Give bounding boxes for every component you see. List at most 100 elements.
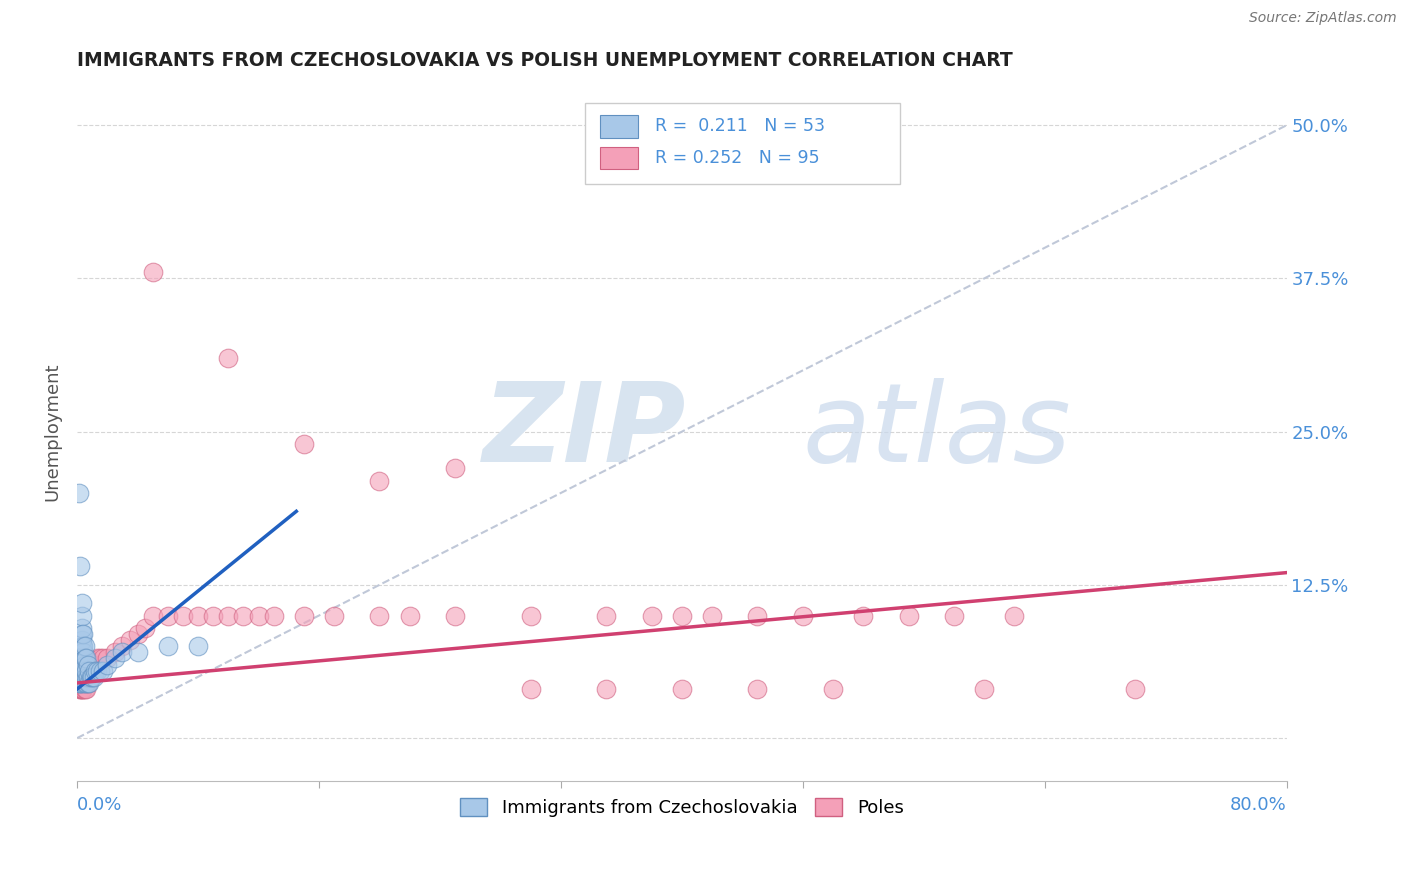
Point (73, 676, 96, 690)
Point (792, 143, 814, 157)
Point (127, 627, 149, 641)
Point (134, 621, 156, 635)
Point (156, 639, 179, 653)
Point (77, 657, 100, 672)
Point (292, 608, 315, 623)
Point (72, 627, 94, 641)
Point (75, 670, 97, 684)
Point (142, 608, 165, 623)
Point (69, 676, 91, 690)
Point (75, 664, 97, 678)
Point (69, 651, 91, 665)
Point (96, 657, 118, 672)
Point (69, 676, 91, 690)
Point (70, 664, 93, 678)
Point (76, 657, 98, 672)
Point (86, 651, 108, 665)
Text: 80.0%: 80.0% (1230, 796, 1286, 814)
FancyBboxPatch shape (585, 103, 900, 184)
Point (84, 657, 107, 672)
Point (91, 664, 114, 678)
Point (82, 670, 104, 684)
Point (70, 681, 93, 696)
Point (76, 670, 98, 684)
Point (747, 608, 769, 623)
Point (72, 670, 94, 684)
Point (70, 621, 93, 635)
Point (852, 608, 875, 623)
Point (156, 608, 179, 623)
Text: ZIP: ZIP (484, 378, 686, 485)
Point (142, 265, 165, 279)
Point (72, 676, 94, 690)
Point (73, 651, 96, 665)
Point (111, 639, 134, 653)
FancyBboxPatch shape (599, 115, 638, 137)
Point (444, 608, 467, 623)
Point (73, 670, 96, 684)
Point (70, 639, 93, 653)
Point (84, 664, 107, 678)
FancyBboxPatch shape (599, 146, 638, 169)
Point (821, 681, 844, 696)
Point (104, 645, 127, 659)
Point (104, 651, 127, 665)
Point (70, 676, 93, 690)
Point (897, 608, 920, 623)
Point (82, 657, 104, 672)
Point (72, 664, 94, 678)
Point (73, 670, 96, 684)
Point (69, 681, 91, 696)
Point (70, 651, 93, 665)
Point (86, 664, 108, 678)
Point (72, 676, 94, 690)
Point (67, 486, 90, 500)
Point (72, 645, 94, 659)
Point (519, 608, 541, 623)
Point (127, 645, 149, 659)
Legend: Immigrants from Czechoslovakia, Poles: Immigrants from Czechoslovakia, Poles (453, 790, 911, 824)
Point (232, 608, 254, 623)
Point (67, 670, 90, 684)
Point (263, 608, 285, 623)
Point (73, 657, 96, 672)
Point (77, 670, 100, 684)
Point (80, 664, 103, 678)
Point (70, 657, 93, 672)
Point (69, 676, 91, 690)
Point (519, 681, 541, 696)
Point (70, 664, 93, 678)
Point (72, 657, 94, 672)
Point (73, 639, 96, 653)
Point (69, 664, 91, 678)
Point (72, 657, 94, 672)
Text: 0.0%: 0.0% (77, 796, 122, 814)
Text: R =  0.211   N = 53: R = 0.211 N = 53 (655, 118, 825, 136)
Point (70, 664, 93, 678)
Point (77, 676, 100, 690)
Point (70, 633, 93, 648)
Point (67, 676, 90, 690)
Point (67, 676, 90, 690)
Point (70, 608, 93, 623)
Point (69, 559, 91, 574)
Point (671, 681, 693, 696)
Point (111, 645, 134, 659)
Point (368, 474, 391, 488)
Point (80, 670, 103, 684)
Point (70, 657, 93, 672)
Point (323, 608, 346, 623)
Point (247, 608, 270, 623)
Point (69, 657, 91, 672)
Point (77, 664, 100, 678)
Point (69, 664, 91, 678)
Point (73, 664, 96, 678)
Point (96, 651, 118, 665)
Point (83, 670, 105, 684)
Point (70, 664, 93, 678)
Point (187, 608, 209, 623)
Text: IMMIGRANTS FROM CZECHOSLOVAKIA VS POLISH UNEMPLOYMENT CORRELATION CHART: IMMIGRANTS FROM CZECHOSLOVAKIA VS POLISH… (77, 51, 1012, 70)
Point (70, 651, 93, 665)
Point (75, 676, 97, 690)
Point (72, 651, 94, 665)
